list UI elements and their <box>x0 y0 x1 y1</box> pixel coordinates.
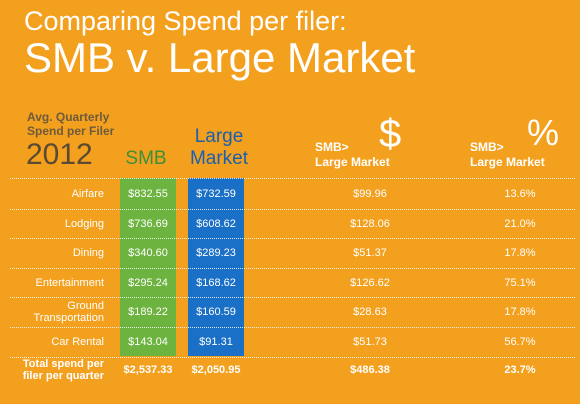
smb-value: $189.22 <box>128 306 168 319</box>
smb-value: $340.60 <box>128 247 168 260</box>
chart-title-line2: SMB v. Large Market <box>24 34 416 81</box>
percent-difference-value: 23.7% <box>504 364 536 376</box>
large-market-header-line2: Market <box>189 148 249 169</box>
percent-difference-value: 56.7% <box>504 336 536 348</box>
row-separator <box>10 327 575 329</box>
row-category-line1: Entertainment <box>35 276 104 289</box>
row-category-label: Total spend per filer per quarter <box>0 358 104 382</box>
table-row: Entertainment $295.24 $168.62 $126.62 75.1% <box>0 268 580 298</box>
smb-value: $736.69 <box>128 217 168 230</box>
percent-header-line1: SMB> <box>470 140 504 154</box>
large-market-value: $160.59 <box>196 306 236 319</box>
row-category-line1: Dining <box>72 247 104 260</box>
percent-difference-value: 75.1% <box>504 276 536 289</box>
large-market-value: $91.31 <box>199 336 233 348</box>
total-row: Total spend per filer per quarter $2,537.3… <box>0 355 580 385</box>
dollar-header-line2: Large Market <box>315 155 390 169</box>
avg-quarterly-label: Avg. Quarterly Spend per Filer <box>27 110 115 138</box>
large-market-value: $168.62 <box>196 276 236 289</box>
row-separator <box>10 238 575 240</box>
row-category-label: Ground Transportation <box>0 300 104 324</box>
percent-difference-header: SMB> Large Market <box>470 140 570 170</box>
dollar-difference-value: $126.62 <box>350 276 390 289</box>
table-row: Car Rental $143.04 $91.31 $51.73 56.7% <box>0 327 580 357</box>
smb-value: $295.24 <box>128 276 168 289</box>
large-market-value: $732.59 <box>196 188 236 200</box>
dollar-difference-value: $486.38 <box>350 364 390 376</box>
row-category-label: Airfare <box>0 188 104 200</box>
large-market-value: $2,050.95 <box>191 364 241 376</box>
smb-value: $143.04 <box>128 336 168 348</box>
dollar-difference-value: $51.37 <box>353 247 387 260</box>
percent-symbol: % <box>527 112 560 153</box>
row-separator <box>10 356 575 359</box>
row-separator <box>10 208 575 211</box>
percent-difference-value: 21.0% <box>504 217 536 230</box>
smb-value: $832.55 <box>128 188 168 200</box>
row-category-label: Dining <box>0 247 104 259</box>
table-row: Airfare $832.55 $732.59 $99.96 13.6% <box>0 179 580 209</box>
row-category-label: Car Rental <box>0 336 104 348</box>
dollar-difference-value: $99.96 <box>353 188 387 200</box>
smb-column-band <box>120 178 176 356</box>
dollar-symbol: $ <box>379 112 402 156</box>
row-category-line2: filer per quarter <box>22 370 104 382</box>
percent-header-line2: Large Market <box>470 155 545 169</box>
dollar-difference-value: $128.06 <box>350 217 390 230</box>
row-category-line1: Car Rental <box>51 336 104 348</box>
table-row: Ground Transportation $189.22 $160.59 $28.63… <box>0 297 580 327</box>
row-separator <box>10 178 575 180</box>
large-market-value: $289.23 <box>196 247 236 260</box>
row-category-line1: Lodging <box>64 217 104 230</box>
row-separator <box>10 267 575 270</box>
dollar-header-line1: SMB> <box>315 140 349 154</box>
percent-difference-value: 17.8% <box>504 306 536 319</box>
dollar-difference-value: $51.73 <box>353 336 387 348</box>
percent-difference-value: 13.6% <box>504 188 536 200</box>
row-separator <box>10 297 575 299</box>
table-row: Lodging $736.69 $608.62 $128.06 21.0% <box>0 209 580 239</box>
row-category-line1: Airfare <box>71 188 104 200</box>
row-category-label: Lodging <box>0 218 104 230</box>
year-label: 2012 <box>26 138 93 171</box>
large-market-column-header: Large Market <box>185 126 253 170</box>
large-market-column-band <box>188 178 244 356</box>
dollar-difference-value: $28.63 <box>353 306 387 319</box>
large-market-value: $608.62 <box>196 217 236 230</box>
row-category-line1: Ground <box>67 300 104 313</box>
row-category-line2: Transportation <box>33 312 104 325</box>
row-category-label: Entertainment <box>0 277 104 289</box>
table-row: Dining $340.60 $289.23 $51.37 17.8% <box>0 238 580 268</box>
percent-difference-value: 17.8% <box>504 247 536 260</box>
dollar-difference-header: SMB> Large Market <box>315 140 415 170</box>
smb-value: $2,537.33 <box>123 364 173 376</box>
chart-title-line1: Comparing Spend per filer: <box>24 6 347 36</box>
large-market-header-line1: Large <box>194 126 244 147</box>
smb-column-header: SMB <box>125 148 167 169</box>
row-category-line1: Total spend per <box>22 358 104 370</box>
